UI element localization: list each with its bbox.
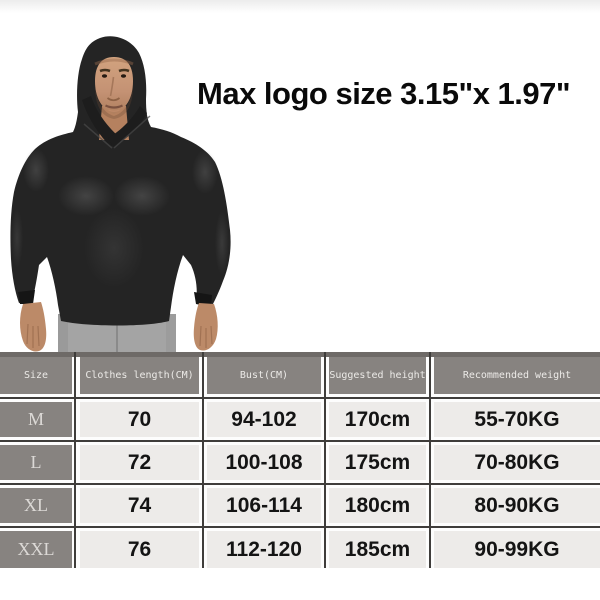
hands xyxy=(20,302,218,352)
hood-drape xyxy=(82,96,151,149)
col-header-size: Size xyxy=(0,352,72,394)
table-vertical-gridline xyxy=(324,352,326,568)
row-xxl-clothes-length: 76 xyxy=(80,531,199,568)
row-xxl-bust: 112-120 xyxy=(207,531,321,568)
row-l-clothes-length: 72 xyxy=(80,445,199,480)
table-horizontal-gridline xyxy=(0,397,600,399)
table-vertical-gridline xyxy=(74,352,76,568)
sleeve-cuffs xyxy=(18,290,212,307)
row-m-suggested-height: 170cm xyxy=(329,402,426,437)
row-xl-suggested-height: 180cm xyxy=(329,488,426,523)
size-chart-table: Size Clothes length(CM) Bust(CM) Suggest… xyxy=(0,352,600,568)
row-m-bust: 94-102 xyxy=(207,402,321,437)
row-m-clothes-length: 70 xyxy=(80,402,199,437)
row-xl-size: XL xyxy=(0,488,72,523)
row-xl-recommended-weight: 80-90KG xyxy=(434,488,600,523)
row-xxl-size: XXL xyxy=(0,531,72,568)
row-m-recommended-weight: 55-70KG xyxy=(434,402,600,437)
face xyxy=(94,57,134,119)
row-l-suggested-height: 175cm xyxy=(329,445,426,480)
row-xl-bust: 106-114 xyxy=(207,488,321,523)
row-l-bust: 100-108 xyxy=(207,445,321,480)
table-horizontal-gridline xyxy=(0,526,600,528)
table-horizontal-gridline xyxy=(0,483,600,485)
hoodie-silhouette xyxy=(10,36,231,326)
table-vertical-gridline xyxy=(202,352,204,568)
col-header-recommended-weight: Recommended weight xyxy=(434,352,600,394)
photo-top-fade xyxy=(0,0,600,13)
table-horizontal-gridline xyxy=(0,440,600,442)
table-top-strip xyxy=(0,352,600,357)
product-photo-man-in-hoodie xyxy=(10,36,231,352)
col-header-bust: Bust(CM) xyxy=(207,352,321,394)
col-header-clothes-length: Clothes length(CM) xyxy=(80,352,199,394)
row-l-recommended-weight: 70-80KG xyxy=(434,445,600,480)
row-m-size: M xyxy=(0,402,72,437)
col-header-suggested-height: Suggested height xyxy=(329,352,426,394)
row-xxl-recommended-weight: 90-99KG xyxy=(434,531,600,568)
table-vertical-gridline xyxy=(429,352,431,568)
row-l-size: L xyxy=(0,445,72,480)
row-xl-clothes-length: 74 xyxy=(80,488,199,523)
fabric-highlights xyxy=(11,148,229,288)
max-logo-size-caption: Max logo size 3.15"x 1.97" xyxy=(197,76,571,111)
row-xxl-suggested-height: 185cm xyxy=(329,531,426,568)
